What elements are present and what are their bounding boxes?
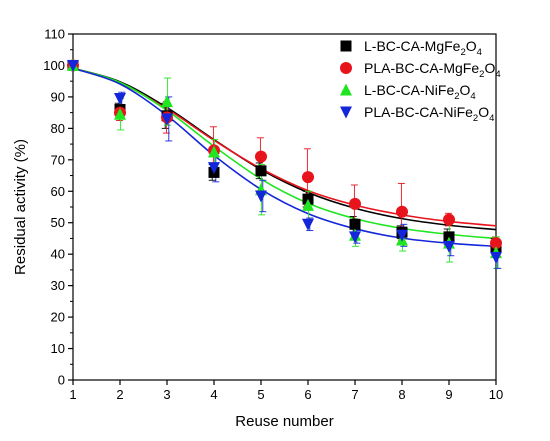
data-point [443,213,455,226]
data-point [114,92,126,105]
y-tick-label: 110 [44,27,65,42]
x-axis-label: Reuse number [235,413,333,430]
y-tick-label: 20 [51,310,65,325]
data-point [161,113,173,126]
data-point [349,218,361,230]
data-point [67,59,79,72]
x-tick-label: 2 [116,387,123,402]
x-tick-label: 8 [398,387,405,402]
data-point [396,205,408,218]
legend-entry: L-BC-CA-MgFe2O4 [340,38,482,58]
data-point [255,190,267,203]
data-point [302,218,314,231]
x-tick-label: 5 [257,387,264,402]
y-tick-label: 40 [51,247,65,262]
axes [68,33,497,385]
legend-entry: PLA-BC-CA-MgFe2O4 [340,60,501,80]
legend-label: L-BC-CA-NiFe2O4 [364,82,476,102]
legend-entry: L-BC-CA-NiFe2O4 [340,82,476,102]
fit-curve [72,67,497,240]
data-point [349,197,361,210]
legend-entry: PLA-BC-CA-NiFe2O4 [340,104,494,124]
x-tick-label: 1 [69,387,76,402]
y-tick-label: 100 [43,58,65,73]
legend-label: L-BC-CA-MgFe2O4 [364,38,482,58]
data-points [67,58,502,264]
data-point [114,107,126,120]
legend-marker [340,62,352,74]
y-tick-label: 90 [51,89,65,104]
data-point [443,240,455,253]
legend-label: PLA-BC-CA-NiFe2O4 [364,104,494,124]
data-point [396,229,408,242]
fit-curve [72,67,497,231]
data-point [208,162,220,175]
legend-label: PLA-BC-CA-MgFe2O4 [364,60,501,80]
y-tick-label: 30 [51,278,65,293]
x-tick-label: 9 [445,387,452,402]
legend-marker [340,106,352,119]
y-tick-label: 0 [58,373,65,388]
legend-marker [340,40,352,52]
y-tick-label: 70 [51,152,65,167]
data-point [255,165,267,177]
legend-marker [340,83,352,96]
x-tick-label: 4 [210,387,217,402]
fit-curve [72,67,497,248]
data-point [161,95,173,108]
legend: L-BC-CA-MgFe2O4PLA-BC-CA-MgFe2O4L-BC-CA-… [340,38,501,124]
y-tick-label: 10 [51,341,65,356]
x-tick-label: 7 [351,387,358,402]
data-point [490,237,502,250]
data-point [255,150,267,163]
data-point [302,171,314,184]
data-point [490,251,502,264]
x-tick-label: 6 [304,387,311,402]
y-tick-label: 80 [51,121,65,136]
x-tick-label: 10 [489,387,503,402]
y-tick-label: 60 [51,184,65,199]
data-point [349,231,361,244]
data-point [302,198,314,211]
y-tick-label: 50 [51,215,65,230]
x-tick-label: 3 [163,387,170,402]
y-axis-label: Residual activity (%) [12,139,29,275]
fit-curves [72,67,497,248]
data-point [208,145,220,158]
